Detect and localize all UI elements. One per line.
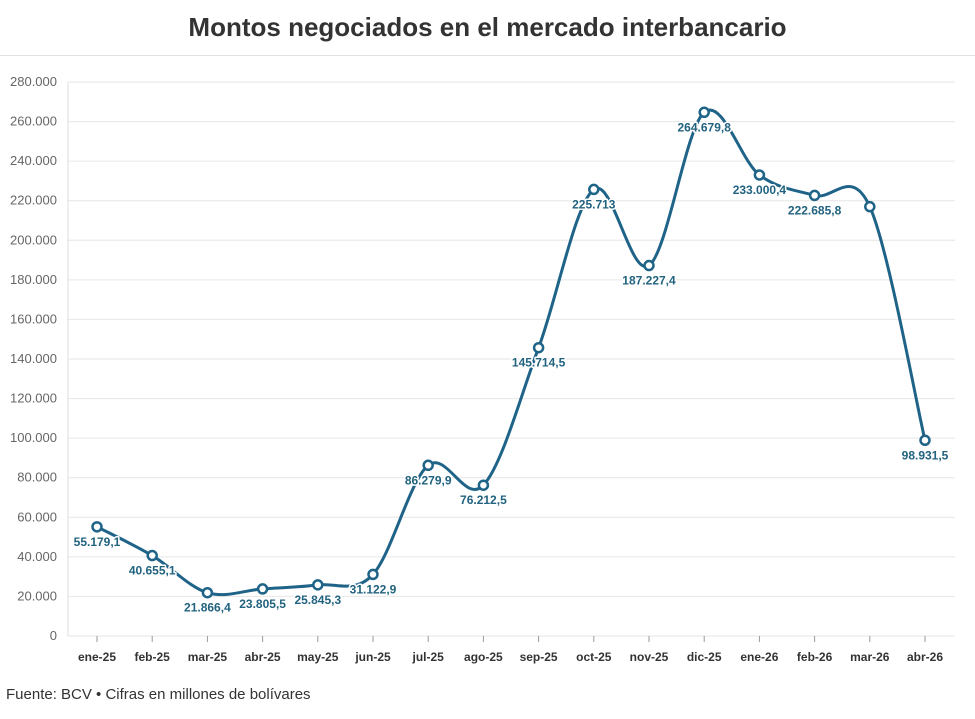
x-tick-label: dic-25	[687, 650, 722, 664]
data-point	[864, 200, 876, 213]
data-point	[919, 434, 931, 447]
x-tick-label: ene-26	[740, 650, 778, 664]
y-tick-label: 220.000	[10, 193, 57, 208]
data-label: 222.685,8	[788, 203, 842, 217]
data-label: 145.714,5	[512, 356, 566, 370]
y-tick-label: 180.000	[10, 272, 57, 287]
y-tick-label: 240.000	[10, 153, 57, 168]
data-label: 23.805,5	[239, 597, 286, 611]
x-tick-label: feb-25	[135, 650, 171, 664]
series-line	[95, 108, 927, 597]
x-tick-label: feb-26	[797, 650, 833, 664]
y-tick-label: 60.000	[17, 509, 57, 524]
label-layer: 55.179,1 40.655,1 21.866,4 23.805,5 25.845,3…	[72, 119, 950, 616]
x-tick-label: ago-25	[464, 650, 503, 664]
point-layer	[91, 106, 931, 599]
y-tick-label: 20.000	[17, 588, 57, 603]
data-point	[201, 586, 214, 599]
data-point	[312, 579, 324, 591]
data-point	[256, 583, 269, 595]
grid-layer	[68, 81, 955, 637]
data-point	[588, 183, 600, 196]
data-label: 264.679,8	[678, 120, 732, 134]
x-tick-label: mar-25	[188, 650, 228, 664]
x-tick-label: jun-25	[354, 650, 391, 664]
source-note: Fuente: BCV • Cifras en millones de bolí…	[6, 686, 311, 703]
data-label: 233.000,4	[733, 183, 787, 197]
y-tick-label: 280.000	[10, 74, 57, 89]
y-tick-label: 80.000	[17, 470, 57, 485]
data-label: 31.122,9	[350, 582, 397, 596]
data-point	[753, 169, 766, 181]
data-label: 76.212,5	[460, 493, 507, 507]
line-layer	[95, 108, 927, 597]
data-label: 55.179,1	[74, 535, 121, 549]
data-point	[477, 479, 490, 491]
x-tick-label: oct-25	[576, 650, 612, 664]
data-point	[532, 341, 545, 354]
x-tick-label: abr-25	[245, 650, 281, 664]
x-tick-label: ene-25	[78, 650, 116, 664]
data-point	[422, 459, 434, 472]
y-tick-label: 0	[50, 628, 57, 643]
x-tick-label: jul-25	[412, 650, 445, 664]
data-point	[91, 521, 103, 533]
x-tick-label: may-25	[297, 650, 339, 664]
data-label: 187.227,4	[622, 274, 676, 288]
data-point	[698, 106, 710, 119]
y-tick-label: 260.000	[10, 114, 57, 129]
data-label: 21.866,4	[184, 601, 231, 615]
y-tick-label: 160.000	[10, 311, 57, 326]
data-label: 225.713	[572, 197, 616, 211]
y-tick-label: 140.000	[10, 351, 57, 366]
data-label: 40.655,1	[129, 564, 176, 578]
data-point	[146, 549, 158, 562]
data-point	[367, 568, 379, 581]
y-tick-label: 200.000	[10, 232, 57, 247]
data-point	[808, 189, 821, 202]
y-tick-label: 120.000	[10, 391, 57, 406]
x-tick-label: mar-26	[850, 650, 890, 664]
x-tick-label: sep-25	[520, 650, 558, 664]
y-tick-label: 100.000	[10, 430, 57, 445]
data-label: 98.931,5	[902, 448, 949, 462]
axis-layer: 0 20.000 40.000 60.000 80.000 100.000 120.000 1…	[10, 74, 943, 664]
chart-title: Montos negociados en el mercado interban…	[188, 12, 787, 42]
y-tick-label: 40.000	[17, 549, 57, 564]
x-tick-label: nov-25	[630, 650, 669, 664]
x-tick-label: abr-26	[907, 650, 943, 664]
data-label: 86.279,9	[405, 473, 452, 487]
title-divider	[0, 55, 975, 56]
data-point	[643, 259, 655, 272]
data-label: 25.845,3	[294, 593, 341, 607]
